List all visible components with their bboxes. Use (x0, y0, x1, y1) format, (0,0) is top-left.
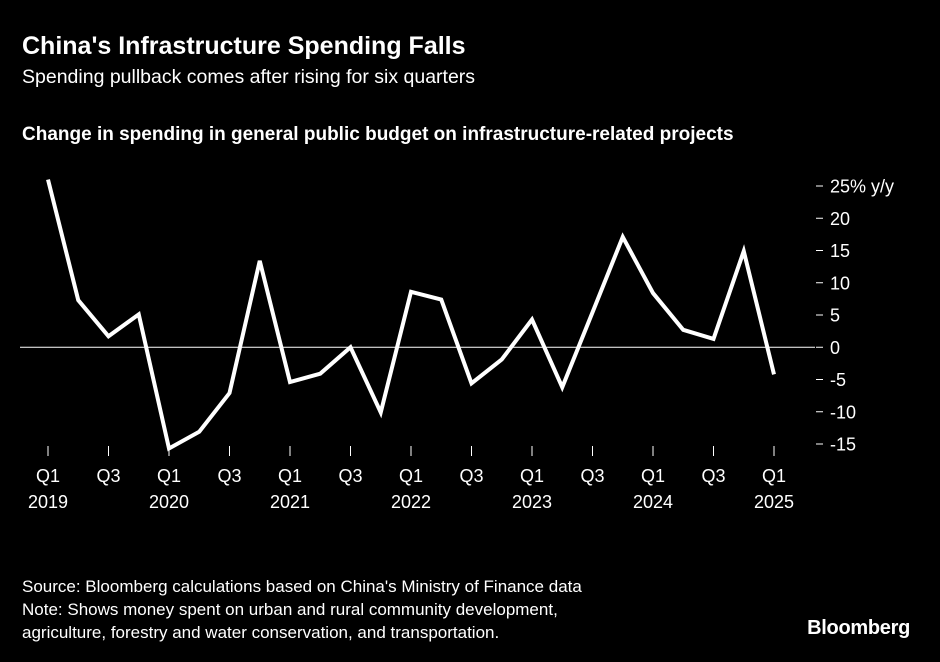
x-tick-label-quarter: Q1 (641, 466, 665, 486)
note-text-line-2: agriculture, forestry and water conserva… (22, 623, 500, 642)
y-tick-label: -10 (830, 402, 856, 422)
x-tick-label-year: 2024 (633, 492, 673, 512)
y-tick-label: 25% y/y (830, 177, 894, 197)
y-tick-label: 10 (830, 273, 850, 293)
x-tick-label-quarter: Q3 (701, 466, 725, 486)
chart-subtitle: Spending pullback comes after rising for… (22, 66, 476, 88)
source-text: Source: Bloomberg calculations based on … (22, 577, 582, 596)
x-tick-label-year: 2025 (754, 492, 794, 512)
x-tick-label-quarter: Q1 (278, 466, 302, 486)
y-tick-label: 5 (830, 306, 840, 326)
chart-heading: Change in spending in general public bud… (22, 124, 734, 145)
x-tick-label-quarter: Q3 (96, 466, 120, 486)
bloomberg-logo: Bloomberg (807, 617, 910, 639)
series-line (46, 179, 776, 452)
y-tick-label: 15 (830, 241, 850, 261)
y-tick-label: 20 (830, 209, 850, 229)
x-tick-label-quarter: Q1 (157, 466, 181, 486)
x-tick-label-year: 2020 (149, 492, 189, 512)
y-tick-label: 0 (830, 338, 840, 358)
y-tick-label: -5 (830, 370, 846, 390)
x-tick-label-year: 2019 (28, 492, 68, 512)
x-tick-label-year: 2022 (391, 492, 431, 512)
x-tick-label-year: 2023 (512, 492, 552, 512)
x-tick-label-quarter: Q1 (36, 466, 60, 486)
series-group (46, 179, 776, 452)
x-tick-label-quarter: Q3 (217, 466, 241, 486)
x-tick-label-quarter: Q3 (459, 466, 483, 486)
x-tick-label-quarter: Q3 (580, 466, 604, 486)
x-tick-label-year: 2021 (270, 492, 310, 512)
y-tick-label: -15 (830, 435, 856, 455)
y-axis: 25% y/y 20 15 10 5 0 -5 -10 -15 (816, 177, 894, 455)
x-tick-label-quarter: Q3 (338, 466, 362, 486)
note-text-line-1: Note: Shows money spent on urban and rur… (22, 600, 558, 619)
x-tick-label-quarter: Q1 (762, 466, 786, 486)
x-tick-label-quarter: Q1 (399, 466, 423, 486)
x-axis: Q1 2019 Q3 Q1 2020 Q3 Q1 2021 Q3 Q1 2022 Q3 Q1 2023 Q3… (28, 446, 794, 512)
x-tick-label-quarter: Q1 (520, 466, 544, 486)
chart-title: China's Infrastructure Spending Falls (22, 32, 466, 60)
footer: Source: Bloomberg calculations based on … (22, 575, 582, 644)
